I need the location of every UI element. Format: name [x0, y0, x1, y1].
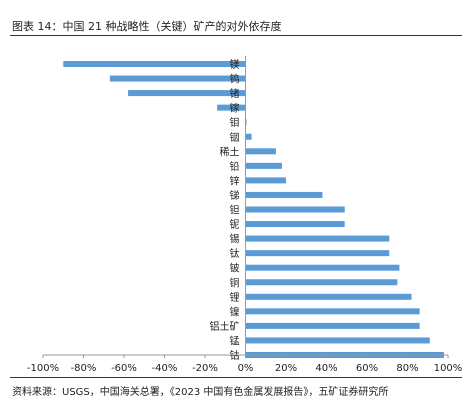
category-label-3: 镓 — [230, 103, 240, 115]
bar-16 — [245, 293, 412, 300]
bar-0 — [63, 61, 246, 67]
x-tick-label-4: -20% — [192, 363, 218, 374]
category-label-1: 钨 — [230, 73, 240, 86]
bar-18 — [245, 322, 420, 329]
x-tick-label-2: -60% — [111, 363, 137, 374]
category-label-15: 铜 — [230, 277, 240, 289]
category-label-17: 镍 — [230, 305, 240, 318]
category-label-10: 钽 — [230, 204, 240, 217]
x-tick-label-8: 60% — [356, 363, 378, 374]
bar-19 — [245, 337, 430, 344]
bar-14 — [245, 264, 400, 271]
x-tick-label-7: 40% — [315, 363, 337, 374]
bar-2 — [128, 90, 246, 97]
bars-group — [63, 61, 444, 358]
bar-8 — [245, 177, 286, 184]
x-tick-label-10: 100% — [434, 363, 463, 374]
bar-6 — [245, 148, 276, 155]
bar-17 — [245, 308, 420, 315]
category-label-12: 锡 — [230, 233, 240, 246]
category-label-2: 锗 — [230, 87, 240, 100]
category-label-9: 锑 — [230, 189, 240, 202]
category-label-8: 锌 — [230, 174, 240, 187]
x-axis: -100% -80% -60% -40% -20% 0% 20% 40% 60% 80% 100% — [27, 56, 462, 374]
category-label-18: 铝土矿 — [210, 320, 240, 333]
x-tick-label-5: 0% — [238, 363, 254, 374]
x-tick-label-0: -100% — [27, 363, 59, 374]
category-label-16: 锂 — [230, 292, 240, 304]
chart-title: 图表 14：中国 21 种战略性（关键）矿产的对外依存度 — [12, 20, 282, 33]
source-divider — [10, 377, 462, 378]
bar-12 — [245, 235, 390, 242]
x-tick-label-3: -40% — [152, 363, 178, 374]
bar-9 — [245, 191, 323, 198]
category-label-19: 锰 — [230, 334, 240, 347]
category-label-20: 钴 — [230, 350, 240, 362]
x-tick-label-1: -80% — [71, 363, 97, 374]
x-tick-label-6: 20% — [275, 363, 297, 374]
category-label-14: 铍 — [230, 263, 240, 275]
bar-15 — [245, 279, 398, 286]
bar-5 — [245, 133, 252, 140]
bar-7 — [245, 162, 282, 169]
x-tick-label-9: 80% — [396, 363, 418, 374]
category-label-5: 铟 — [230, 131, 240, 144]
bar-1 — [109, 75, 246, 82]
category-label-6: 稀土 — [220, 145, 240, 158]
category-label-11: 铌 — [230, 218, 240, 231]
bar-13 — [245, 250, 390, 257]
category-label-7: 铅 — [230, 160, 240, 173]
title-divider — [10, 35, 462, 36]
category-label-13: 钛 — [230, 248, 240, 260]
source-note: 资料来源：USGS，中国海关总署，《2023 中国有色金属发展报告》，五矿证券研… — [12, 387, 389, 398]
bar-10 — [245, 206, 345, 213]
bar-4 — [245, 119, 247, 126]
category-label-0: 镁 — [230, 58, 240, 71]
bar-11 — [245, 221, 345, 228]
bar-3 — [217, 104, 246, 111]
category-label-4: 钼 — [230, 116, 240, 129]
